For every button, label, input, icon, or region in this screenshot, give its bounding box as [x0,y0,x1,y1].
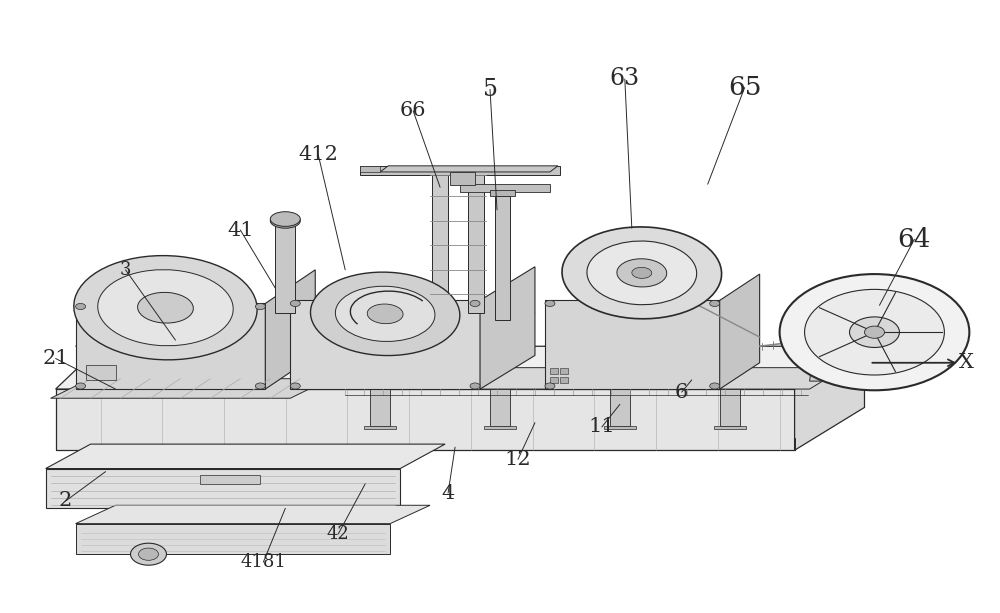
Text: 11: 11 [588,417,615,436]
Polygon shape [495,196,510,320]
Polygon shape [46,444,445,468]
Polygon shape [550,377,558,383]
Text: 6: 6 [675,383,688,402]
Polygon shape [545,300,720,389]
Ellipse shape [310,272,460,356]
Polygon shape [76,313,315,346]
Circle shape [470,383,480,389]
Polygon shape [714,426,746,429]
Text: 5: 5 [483,78,498,101]
Polygon shape [364,426,396,429]
Polygon shape [560,377,568,383]
Circle shape [710,300,720,306]
Polygon shape [720,389,740,426]
Polygon shape [51,379,330,398]
Ellipse shape [562,227,722,319]
Text: 412: 412 [298,145,338,164]
Polygon shape [265,270,315,389]
Polygon shape [610,389,630,426]
Polygon shape [275,221,295,313]
Polygon shape [560,368,568,374]
Text: 63: 63 [610,67,640,91]
Circle shape [710,383,720,389]
Ellipse shape [74,256,257,360]
Text: 4181: 4181 [240,553,286,571]
Polygon shape [370,389,390,426]
Polygon shape [56,389,795,450]
Polygon shape [720,274,760,389]
Ellipse shape [617,259,667,287]
Ellipse shape [587,241,697,305]
Text: 65: 65 [728,75,761,100]
Polygon shape [340,368,845,389]
Text: 3: 3 [120,261,131,279]
Polygon shape [56,346,864,389]
Circle shape [545,300,555,306]
Circle shape [545,383,555,389]
Text: X: X [959,353,974,372]
Circle shape [470,300,480,306]
Polygon shape [380,166,558,172]
Polygon shape [604,426,636,429]
Polygon shape [795,346,864,450]
Polygon shape [290,313,535,346]
Ellipse shape [270,211,300,226]
Ellipse shape [98,270,233,346]
Circle shape [255,383,265,389]
Ellipse shape [138,292,193,323]
Polygon shape [432,172,448,313]
Polygon shape [76,303,265,389]
Circle shape [131,543,166,565]
Polygon shape [76,524,390,554]
Circle shape [139,548,158,560]
Polygon shape [480,267,535,389]
Polygon shape [490,190,515,196]
Ellipse shape [367,304,403,324]
Text: 12: 12 [505,450,531,469]
Text: 21: 21 [42,349,69,368]
Text: 4: 4 [441,484,455,503]
Polygon shape [550,368,558,374]
Polygon shape [810,346,835,381]
Circle shape [290,300,300,306]
Circle shape [76,303,86,310]
Circle shape [864,326,884,338]
Polygon shape [200,474,260,484]
Text: 64: 64 [898,227,931,252]
Polygon shape [484,426,516,429]
Circle shape [76,383,86,389]
Polygon shape [490,389,510,426]
Text: 42: 42 [327,525,350,543]
Polygon shape [360,166,380,172]
Polygon shape [468,172,484,313]
Polygon shape [360,166,560,175]
Text: 2: 2 [59,492,72,511]
Circle shape [780,274,969,390]
Polygon shape [290,300,480,389]
Polygon shape [86,365,116,380]
Ellipse shape [335,286,435,341]
Text: 66: 66 [400,101,426,120]
Text: 41: 41 [227,221,254,240]
Ellipse shape [270,213,300,228]
Circle shape [290,383,300,389]
Circle shape [850,317,899,348]
Polygon shape [460,184,550,191]
Ellipse shape [632,267,652,278]
Polygon shape [450,172,475,185]
Circle shape [805,289,944,375]
Polygon shape [46,468,400,508]
Polygon shape [76,505,430,524]
Circle shape [255,303,265,310]
Polygon shape [545,320,760,346]
